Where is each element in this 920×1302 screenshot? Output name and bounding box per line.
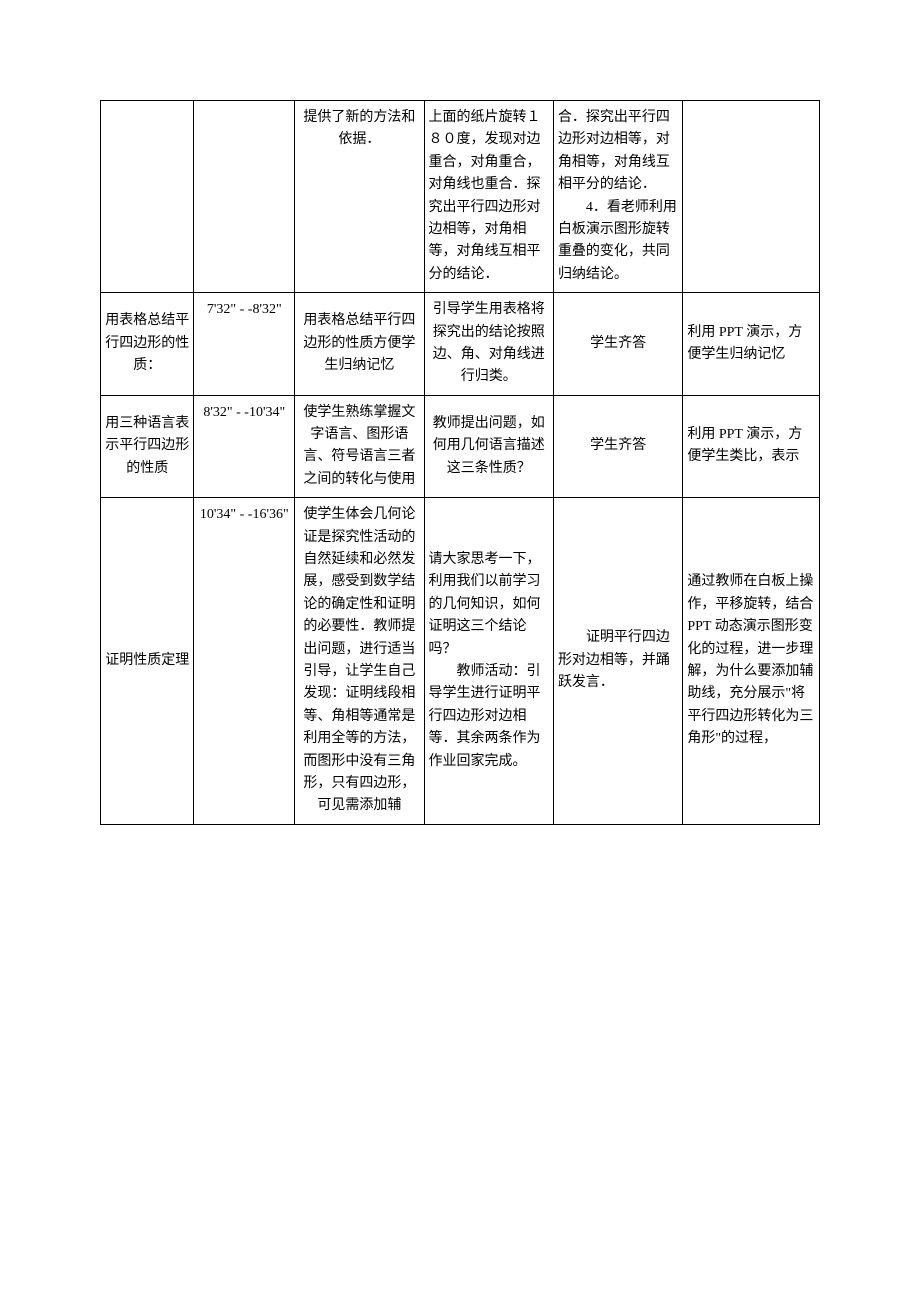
- cell-r2c3: 用表格总结平行四边形的性质方便学生归纳记忆: [295, 293, 424, 396]
- cell-r4c1: 证明性质定理: [101, 498, 194, 824]
- table-row: 用表格总结平行四边形的性质： 7'32" - -8'32" 用表格总结平行四边形…: [101, 293, 820, 396]
- cell-r2c1: 用表格总结平行四边形的性质：: [101, 293, 194, 396]
- cell-r2c6: 利用 PPT 演示，方便学生归纳记忆: [683, 293, 820, 396]
- cell-r3c6: 利用 PPT 演示，方便学生类比，表示: [683, 395, 820, 498]
- cell-r1c2: [194, 101, 295, 293]
- cell-r3c5: 学生齐答: [553, 395, 682, 498]
- cell-r4c4: 请大家思考一下，利用我们以前学习的几何知识，如何证明这三个结论吗？ 教师活动：引…: [424, 498, 553, 824]
- cell-r4c6: 通过教师在白板上操作，平移旋转，结合PPT 动态演示图形变化的过程，进一步理解，…: [683, 498, 820, 824]
- cell-r2c2: 7'32" - -8'32": [194, 293, 295, 396]
- cell-r4c3: 使学生体会几何论证是探究性活动的自然延续和必然发展，感受到数学结论的确定性和证明…: [295, 498, 424, 824]
- cell-r1c5: 合．探究出平行四边形对边相等，对角相等，对角线互相平分的结论． 4．看老师利用白…: [553, 101, 682, 293]
- cell-r1c6: [683, 101, 820, 293]
- table-row: 用三种语言表示平行四边形的性质 8'32" - -10'34" 使学生熟练掌握文…: [101, 395, 820, 498]
- cell-r3c2: 8'32" - -10'34": [194, 395, 295, 498]
- table-row: 提供了新的方法和依据． 上面的纸片旋转１８０度，发现对边重合，对角重合，对角线也…: [101, 101, 820, 293]
- cell-r4c5: 证明平行四边形对边相等，并踊跃发言．: [553, 498, 682, 824]
- cell-r3c1: 用三种语言表示平行四边形的性质: [101, 395, 194, 498]
- lesson-plan-table: 提供了新的方法和依据． 上面的纸片旋转１８０度，发现对边重合，对角重合，对角线也…: [100, 100, 820, 825]
- cell-r1c4: 上面的纸片旋转１８０度，发现对边重合，对角重合，对角线也重合．探究出平行四边形对…: [424, 101, 553, 293]
- cell-r2c4: 引导学生用表格将探究出的结论按照边、角、对角线进行归类。: [424, 293, 553, 396]
- cell-r3c3: 使学生熟练掌握文字语言、图形语言、符号语言三者之间的转化与使用: [295, 395, 424, 498]
- cell-r3c4: 教师提出问题，如何用几何语言描述这三条性质？: [424, 395, 553, 498]
- table-row: 证明性质定理 10'34" - -16'36" 使学生体会几何论证是探究性活动的…: [101, 498, 820, 824]
- cell-r1c1: [101, 101, 194, 293]
- cell-r1c3: 提供了新的方法和依据．: [295, 101, 424, 293]
- cell-r4c2: 10'34" - -16'36": [194, 498, 295, 824]
- cell-r2c5: 学生齐答: [553, 293, 682, 396]
